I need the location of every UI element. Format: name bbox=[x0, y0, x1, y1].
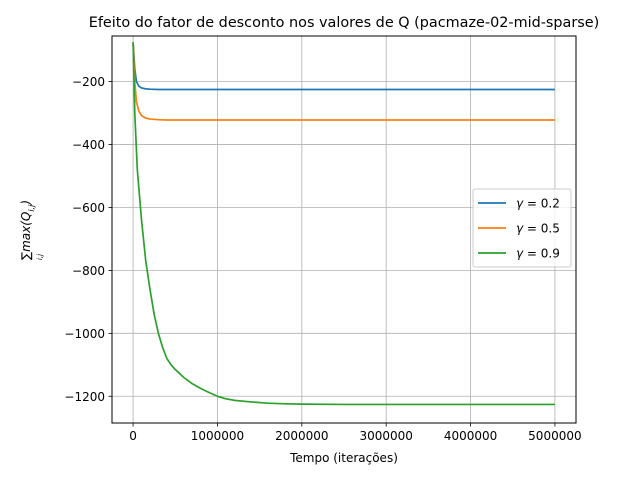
y-axis-label-subscript: i,j bbox=[27, 204, 36, 212]
series-lines bbox=[132, 42, 555, 406]
plot-frame bbox=[111, 35, 577, 424]
legend-label-2: γ = 0.5 bbox=[516, 222, 560, 236]
series-line-1 bbox=[132, 42, 555, 91]
y-tick-label: −400 bbox=[72, 138, 105, 152]
series-line-2 bbox=[132, 42, 555, 121]
legend-label-1: γ = 0.2 bbox=[516, 197, 560, 211]
x-axis-label: Tempo (iterações) bbox=[289, 451, 398, 465]
y-tick-label: −200 bbox=[72, 75, 105, 89]
legend: γ = 0.2 γ = 0.5 γ = 0.9 bbox=[472, 188, 572, 268]
y-axis-label-main: ∑max(Q bbox=[19, 212, 33, 260]
y-tick-label: −1200 bbox=[64, 390, 105, 404]
x-tick-label: 1000000 bbox=[191, 429, 244, 443]
x-tick-label: 5000000 bbox=[528, 429, 581, 443]
chart-title: Efeito do fator de desconto nos valores … bbox=[89, 15, 600, 31]
legend-box bbox=[472, 188, 572, 268]
series-line-3 bbox=[132, 42, 555, 406]
y-tick-label: −1000 bbox=[64, 327, 105, 341]
y-tick-label: −800 bbox=[72, 264, 105, 278]
x-tick-label: 0 bbox=[129, 429, 137, 443]
axis-ticks: 0 1000000 2000000 3000000 4000000 5000000 −200… bbox=[64, 75, 581, 443]
x-tick-label: 2000000 bbox=[275, 429, 328, 443]
legend-label-3: γ = 0.9 bbox=[516, 247, 560, 261]
x-tick-label: 3000000 bbox=[359, 429, 412, 443]
x-tick-label: 4000000 bbox=[444, 429, 497, 443]
y-tick-label: −600 bbox=[72, 201, 105, 215]
y-axis-label-close: ) bbox=[19, 200, 33, 206]
svg-text:∑max(Qi,j): ∑max(Qi,j) bbox=[19, 200, 36, 260]
grid bbox=[112, 36, 576, 423]
y-axis-label-sum-subscript: i,j bbox=[36, 254, 44, 260]
y-axis-label: ∑max(Qi,j) i,j bbox=[19, 200, 44, 260]
